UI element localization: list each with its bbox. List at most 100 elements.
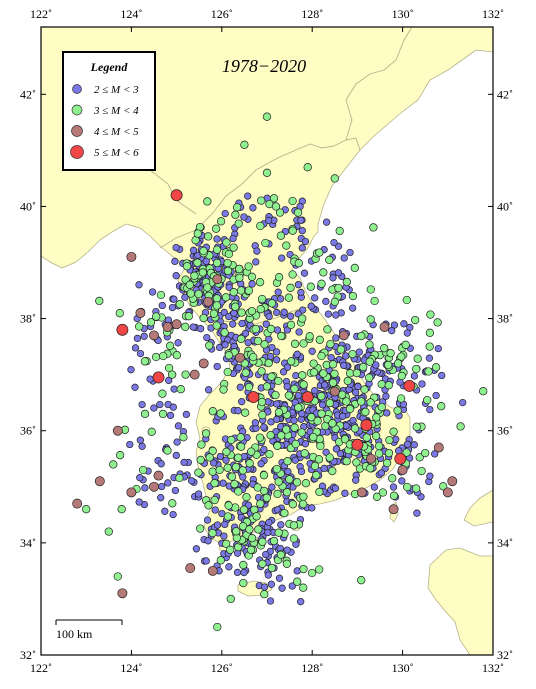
map-frame [40,26,494,656]
epicenter-dot [411,315,420,325]
epicenter-dot [307,413,316,422]
epicenter-dot [257,367,266,376]
epicenter-dot [319,268,328,277]
epicenter-dot [299,583,308,592]
epicenter-dot [157,460,165,468]
epicenter-dot [276,550,286,559]
epicenter-dot [209,459,218,467]
lat-label: 34˚ [497,536,513,550]
epicenter-dot [330,297,339,306]
epicenter-dot [274,288,282,296]
epicenter-dot [382,392,390,400]
epicenter-dot [252,258,260,266]
epicenter-dot [210,495,219,505]
epicenter-dot [136,436,145,444]
epicenter-dot [274,528,283,537]
epicenter-dot [317,351,326,361]
epicenter-dot [240,140,249,149]
honshu-west [463,489,493,527]
epicenter-dot [174,339,182,347]
lon-label: 128˚ [301,661,323,675]
epicenter-dot [208,407,217,416]
epicenter-dot [170,295,178,303]
epicenter-dot [149,330,159,341]
epicenter-dot [146,318,156,327]
epicenter-dot [196,455,205,465]
epicenter-dot [366,453,376,464]
epicenter-dot [153,470,164,481]
lon-label: 124˚ [120,7,142,21]
epicenter-dot [315,565,324,574]
epicenter-dot [234,219,243,228]
epicenter-dot [205,453,214,462]
epicenter-dot [197,440,206,449]
epicenter-dot [276,295,285,303]
epicenter-dot [402,295,411,305]
epicenter-dot [189,323,197,331]
epicenter-dot [260,583,269,591]
epicenter-dot [259,471,269,480]
epicenter-dot [412,484,421,493]
epicenter-dot [267,580,276,588]
epicenter-dot [235,264,244,274]
epicenter-dot [223,266,233,276]
epicenter-dot [338,330,349,341]
epicenter-dot [289,534,299,543]
epicenter-dot [417,466,426,476]
epicenter-dot [282,425,291,434]
epicenter-dot [433,442,444,453]
epicenter-dot [170,189,183,202]
epicenter-dot [330,369,339,378]
epicenter-dot [280,508,289,518]
epicenter-dot [402,448,411,457]
longitude-labels-bottom: 122˚ 124˚ 126˚ 128˚ 130˚ 132˚ [30,661,504,675]
epicenter-dot [168,303,177,312]
epicenter-dot [172,272,180,280]
epicenter-dot [255,278,265,287]
epicenter-dot [423,395,432,405]
epicenter-dot [265,450,274,459]
epicenter-dot [342,457,351,466]
epicenter-dot [294,259,303,268]
legend-title: Legend [90,60,129,74]
epicenter-dot [348,349,357,359]
epicenter-dot [273,400,281,408]
lon-label: 132˚ [482,661,504,675]
epicenter-dot [398,477,406,485]
epicenter-dot [362,433,371,442]
epicenter-dot [298,227,306,235]
epicenter-dot [403,379,416,392]
epicenter-dot [242,492,251,502]
epicenter-dot [248,280,256,288]
epicenter-dot [278,254,286,262]
epicenter-dot [326,339,335,349]
epicenter-dot [148,288,157,296]
epicenter-dot [182,262,192,271]
epicenter-dot [258,537,267,546]
epicenter-dot [334,283,343,293]
epicenter-dot [238,319,246,328]
epicenter-dot [332,334,340,342]
epicenter-dot [252,512,261,521]
epicenter-dot [152,312,161,321]
epicenter-dot [394,452,407,465]
epicenter-dot [220,532,228,540]
epicenter-dot [292,371,300,380]
epicenter-dot [131,383,139,391]
epicenter-dot [380,344,389,353]
epicenter-dot [400,320,408,328]
epicenter-dot [247,391,260,404]
epicenter-dot [181,370,190,379]
epicenter-dot [286,312,295,320]
epicenter-dot [282,559,292,568]
epicenter-dot [113,572,122,581]
epicenter-dot [283,457,292,466]
epicenter-dot [135,281,143,289]
epicenter-dot [266,431,275,440]
epicenter-dot [140,409,150,419]
epicenter-dot [340,435,350,444]
epicenter-dot [275,208,285,217]
epicenter-dot [374,441,384,451]
epicenter-dot [222,456,230,464]
epicenter-dot [216,409,225,418]
